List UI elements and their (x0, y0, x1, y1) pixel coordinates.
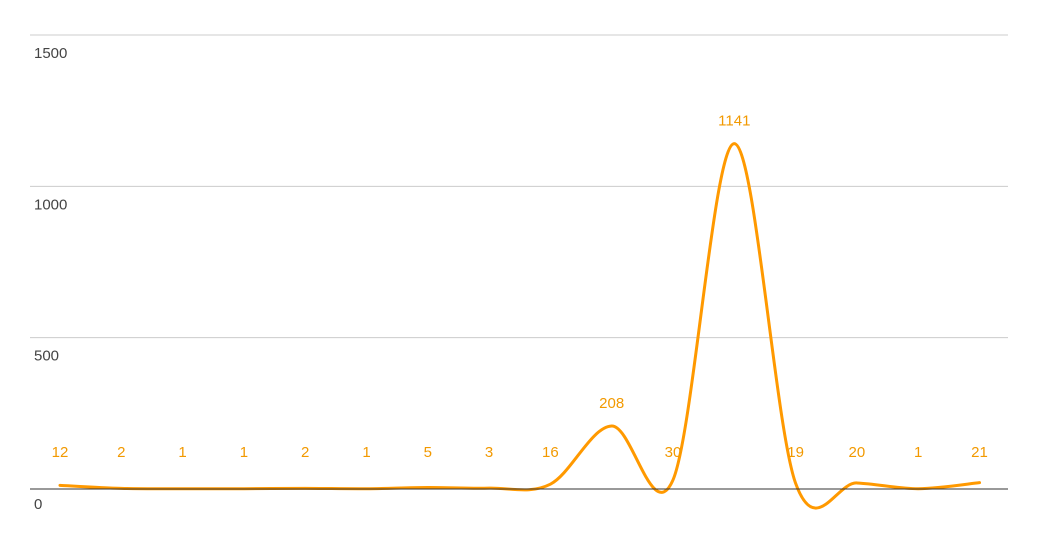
data-label: 1 (240, 444, 248, 461)
data-label: 2 (117, 444, 125, 461)
gridlines (30, 34, 1008, 339)
data-label: 1 (914, 444, 922, 461)
data-label: 3 (485, 444, 493, 461)
y-tick-label: 1500 (34, 45, 67, 62)
y-tick-label: 500 (34, 348, 59, 365)
series-line (58, 142, 981, 510)
data-label: 208 (599, 395, 624, 412)
data-label: 1 (362, 444, 370, 461)
data-label: 2 (301, 444, 309, 461)
data-label: 1141 (718, 113, 750, 130)
y-tick-label: 0 (34, 496, 42, 513)
data-label: 19 (787, 444, 804, 461)
y-tick-label: 1000 (34, 196, 67, 213)
data-label: 12 (52, 444, 69, 461)
data-label: 30 (665, 444, 682, 461)
data-label: 21 (971, 444, 988, 461)
data-label: 16 (542, 444, 559, 461)
data-label: 1 (178, 444, 186, 461)
series-group (58, 142, 981, 510)
data-label: 20 (849, 444, 866, 461)
y-axis-ticks: 0 500 1000 1500 (34, 45, 67, 513)
data-label: 5 (424, 444, 432, 461)
